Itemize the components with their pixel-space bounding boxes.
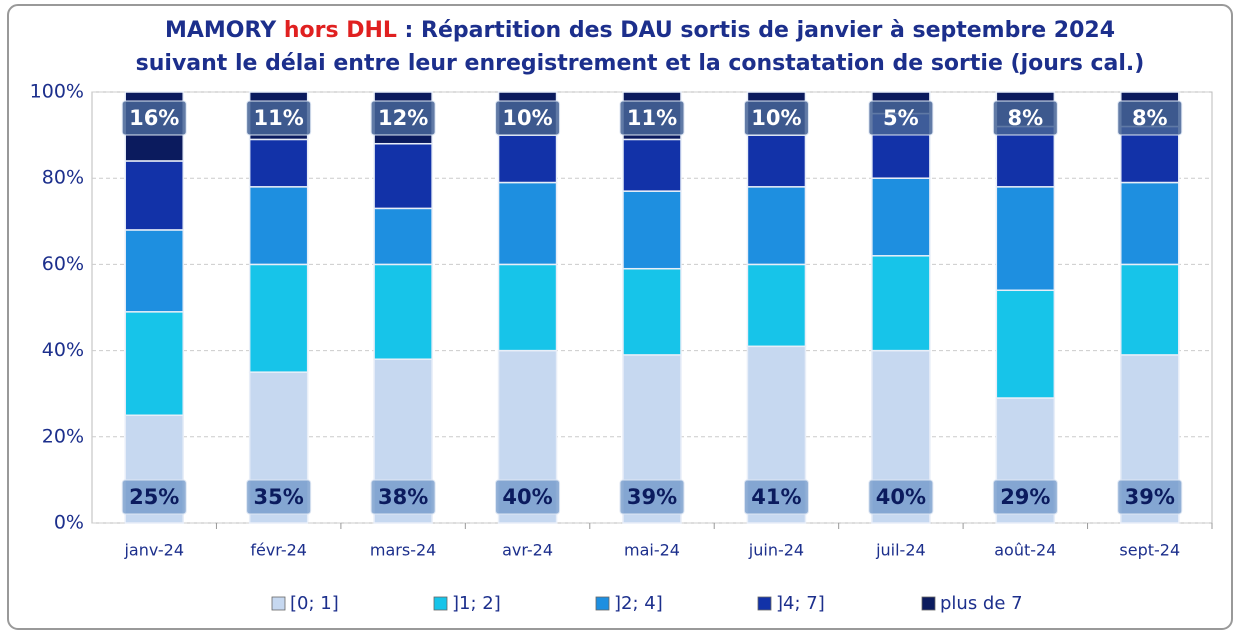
x-tick-label: mars-24 (370, 541, 436, 560)
bar-segment (1120, 181, 1180, 266)
data-label: 39% (1125, 485, 1175, 509)
bar-segment (871, 255, 931, 352)
data-label-box (743, 479, 809, 515)
data-label: 40% (876, 485, 926, 509)
data-label-box (495, 100, 561, 136)
bar-segment (373, 263, 433, 360)
bar-segment (1120, 263, 1180, 356)
bar-segment (995, 186, 1056, 292)
x-tick-label: juin-24 (748, 541, 804, 560)
data-label: 38% (378, 485, 428, 509)
x-tick-label: mai-24 (624, 541, 680, 560)
data-label: 16% (129, 106, 179, 130)
data-label-box (246, 479, 312, 515)
bar-segment (497, 263, 558, 352)
bar-segment (248, 263, 309, 373)
bar-segment (746, 186, 807, 266)
x-tick-label: août-24 (994, 541, 1056, 560)
data-label: 10% (502, 106, 552, 130)
legend-label: plus de 7 (940, 593, 1023, 614)
chart-subtitle: suivant le délai entre leur enregistreme… (136, 51, 1145, 76)
data-label-box (1117, 479, 1183, 515)
legend-swatch (433, 596, 448, 611)
bar-segment (995, 125, 1056, 188)
data-label-box (619, 100, 685, 136)
legend-swatch (595, 596, 610, 611)
data-label-box (992, 100, 1058, 136)
data-label-box (868, 479, 934, 515)
legend-swatch (921, 596, 936, 611)
data-label-box (246, 100, 312, 136)
bar-segment (746, 263, 807, 348)
data-label-box (495, 479, 561, 515)
data-label-box (370, 479, 436, 515)
data-label: 40% (502, 485, 552, 509)
data-label: 41% (751, 485, 801, 509)
bar-segment (373, 207, 433, 266)
chart-title: MAMORY hors DHL : Répartition des DAU so… (165, 18, 1115, 43)
data-label: 8% (1008, 106, 1044, 130)
legend-swatch (757, 596, 772, 611)
legend-label: ]2; 4] (614, 593, 663, 614)
bar-segment (497, 181, 558, 266)
legend-label: ]4; 7] (776, 593, 825, 614)
bar-segment (124, 160, 184, 231)
x-tick-label: sept-24 (1119, 541, 1180, 560)
data-label-box (992, 479, 1058, 515)
bar-segment (746, 134, 807, 188)
data-label-box (370, 100, 436, 136)
bar-segment (124, 229, 184, 313)
data-label: 10% (751, 106, 801, 130)
y-tick-label: 60% (42, 253, 84, 275)
x-tick-label: févr-24 (250, 541, 307, 560)
data-label: 39% (627, 485, 677, 509)
data-label-box (121, 100, 187, 136)
data-label: 11% (627, 106, 677, 130)
y-tick-label: 20% (42, 425, 84, 447)
data-label-box (619, 479, 685, 515)
data-label: 5% (883, 106, 919, 130)
data-label: 29% (1000, 485, 1050, 509)
data-label-box (743, 100, 809, 136)
bar-segment (871, 177, 931, 257)
bar-segment (124, 311, 184, 416)
bar-segment (622, 267, 682, 356)
legend-swatch (271, 596, 286, 611)
y-tick-label: 80% (42, 167, 84, 189)
data-label-box (121, 479, 187, 515)
bar-segment (622, 138, 682, 192)
bar-segment (373, 142, 433, 210)
bar-segment (248, 186, 309, 266)
data-label: 8% (1132, 106, 1168, 130)
x-tick-label: avr-24 (502, 541, 553, 560)
legend-label: [0; 1] (290, 593, 339, 614)
y-tick-label: 40% (42, 339, 84, 361)
title-part: : Répartition des DAU sortis de janvier … (397, 18, 1115, 43)
x-tick-label: juil-24 (875, 541, 926, 560)
data-label: 12% (378, 106, 428, 130)
bar-segment (248, 138, 309, 188)
data-label-box (1117, 100, 1183, 136)
data-label: 11% (254, 106, 304, 130)
legend-label: ]1; 2] (452, 593, 501, 614)
title-part: MAMORY (165, 18, 277, 43)
data-label: 25% (129, 485, 179, 509)
bar-segment (1120, 125, 1180, 184)
x-tick-label: janv-24 (123, 541, 184, 560)
bar-segment (995, 289, 1056, 399)
data-label-box (868, 100, 934, 136)
data-label: 35% (254, 485, 304, 509)
bar-segment (622, 190, 682, 270)
y-tick-label: 100% (30, 81, 84, 103)
title-highlight: hors DHL (284, 18, 397, 43)
bar-segment (497, 134, 558, 184)
y-tick-label: 0% (54, 512, 84, 534)
